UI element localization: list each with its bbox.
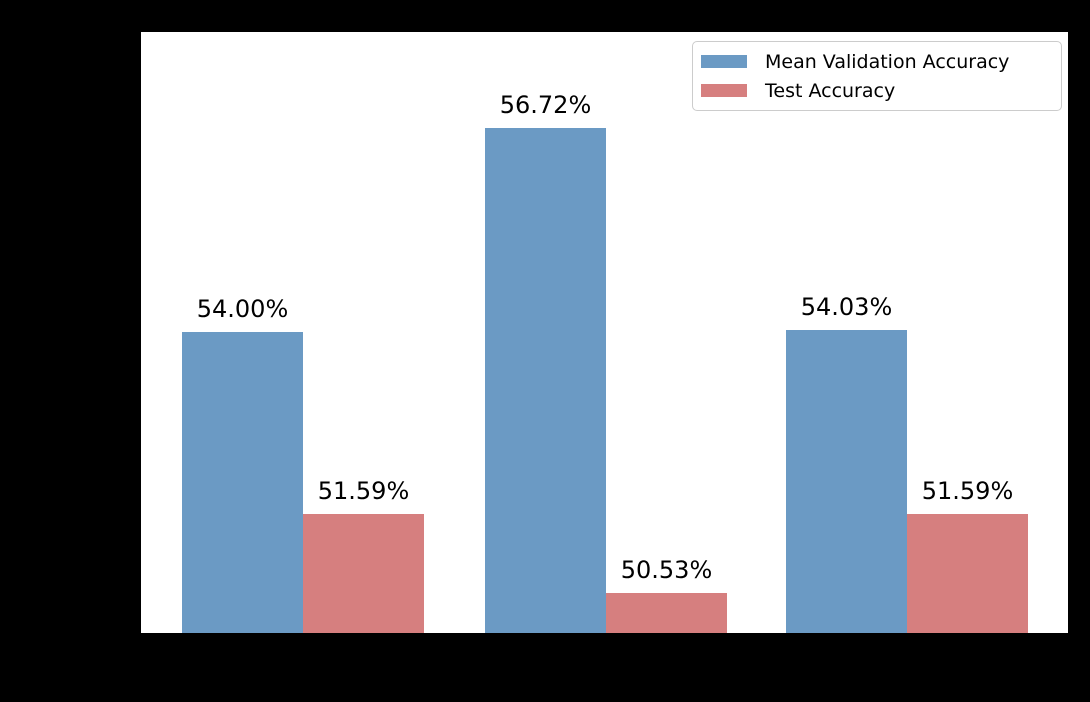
bar-mean-validation-accuracy-group1 (485, 128, 606, 633)
bar-value-label-mean-validation-accuracy-group2: 54.03% (800, 293, 893, 322)
legend-label-mean-validation-accuracy: Mean Validation Accuracy (765, 50, 1010, 73)
legend-swatch-test-accuracy (701, 84, 747, 97)
bar-value-label-mean-validation-accuracy-group0: 54.00% (196, 295, 289, 324)
bar-value-label-test-accuracy-group1: 50.53% (620, 556, 713, 585)
bar-value-label-test-accuracy-group2: 51.59% (921, 477, 1014, 506)
bar-mean-validation-accuracy-group2 (786, 330, 907, 633)
legend: Mean Validation Accuracy Test Accuracy (692, 41, 1062, 111)
legend-item-test-accuracy: Test Accuracy (701, 76, 1051, 105)
plot-area: 54.00% 56.72% 54.03% 51.59% 50.53% 51.59% Mea… (141, 32, 1068, 633)
bar-value-label-test-accuracy-group0: 51.59% (317, 477, 410, 506)
bar-value-label-mean-validation-accuracy-group1: 56.72% (499, 91, 592, 120)
bar-test-accuracy-group0 (303, 514, 424, 633)
bar-test-accuracy-group1 (606, 593, 727, 633)
legend-swatch-mean-validation-accuracy (701, 55, 747, 68)
legend-item-mean-validation-accuracy: Mean Validation Accuracy (701, 47, 1051, 76)
legend-label-test-accuracy: Test Accuracy (765, 79, 896, 102)
bar-test-accuracy-group2 (907, 514, 1028, 633)
bar-mean-validation-accuracy-group0 (182, 332, 303, 633)
